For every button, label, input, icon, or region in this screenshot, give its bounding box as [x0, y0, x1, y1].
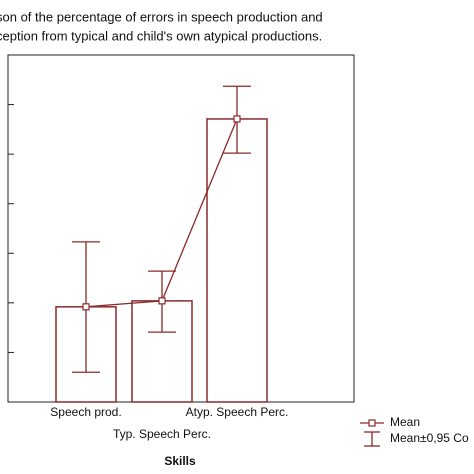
x-axis-label: Skills: [164, 454, 196, 468]
bar: [206, 118, 268, 403]
legend-marker: [368, 419, 376, 427]
x-tick-label: Atyp. Speech Perc.: [186, 405, 289, 419]
chart-title: son of the percentage of errors in speec…: [0, 9, 323, 24]
legend-label: Mean: [390, 415, 420, 429]
chart-title: ception from typical and child's own aty…: [0, 28, 322, 43]
mean-marker: [82, 303, 90, 311]
mean-marker: [233, 115, 241, 123]
x-tick-label: Typ. Speech Perc.: [113, 427, 211, 441]
mean-marker: [158, 297, 166, 305]
legend-label: Mean±0,95 Co: [390, 431, 469, 445]
x-tick-label: Speech prod.: [50, 405, 121, 419]
